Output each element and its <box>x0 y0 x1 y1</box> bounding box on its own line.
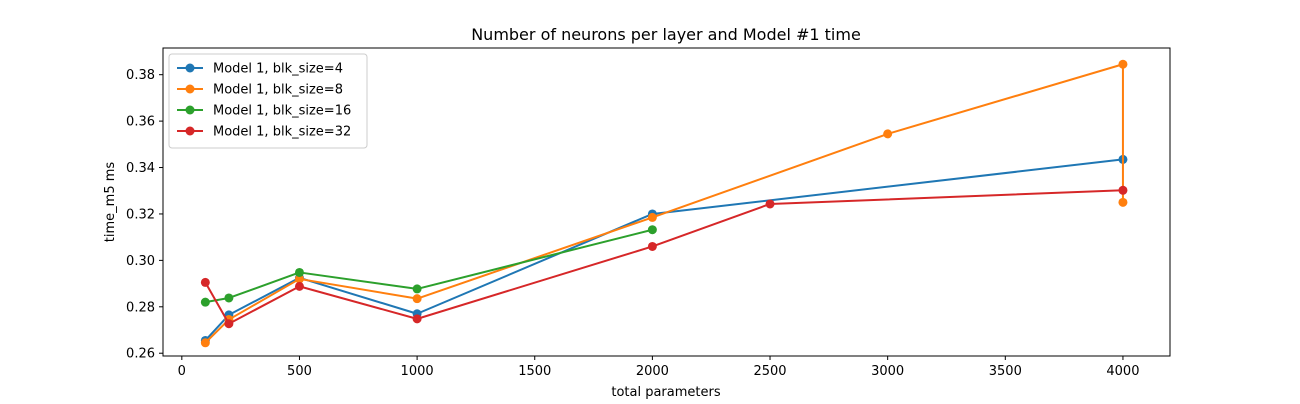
data-point-s3-2 <box>294 281 304 291</box>
x-tick-label: 1000 <box>401 364 434 379</box>
legend-label-2: Model 1, blk_size=16 <box>213 104 351 119</box>
data-point-s3-4 <box>647 241 657 251</box>
x-axis-label: total parameters <box>611 385 720 400</box>
data-point-s2-4 <box>647 225 657 235</box>
legend-label-1: Model 1, blk_size=8 <box>213 83 343 98</box>
data-point-s1-3 <box>412 294 422 304</box>
data-point-s2-3 <box>412 284 422 294</box>
axes-frame <box>162 47 1171 357</box>
series-line-1 <box>204 63 1124 344</box>
data-point-s3-6 <box>1118 185 1128 195</box>
y-tick-label: 0.38 <box>126 68 155 83</box>
x-tick-label: 500 <box>287 364 312 379</box>
x-tick-label: 3000 <box>871 364 904 379</box>
data-point-s2-0 <box>200 297 210 307</box>
x-tick-label: 2500 <box>753 364 786 379</box>
plot-area <box>200 59 1128 348</box>
data-point-s1-0 <box>200 338 210 348</box>
data-point-s1-5 <box>883 129 893 139</box>
x-tick-label: 4000 <box>1106 364 1139 379</box>
data-point-s3-1 <box>224 319 234 329</box>
chart-title: Number of neurons per layer and Model #1… <box>471 25 861 44</box>
legend-label-0: Model 1, blk_size=4 <box>213 62 343 77</box>
legend-marker-0 <box>185 63 195 73</box>
y-tick-label: 0.34 <box>126 161 155 176</box>
y-tick-label: 0.32 <box>126 207 155 222</box>
legend-marker-1 <box>185 84 195 94</box>
data-point-s1-7 <box>1118 197 1128 207</box>
x-tick-label: 1500 <box>518 364 551 379</box>
legend-marker-2 <box>185 105 195 115</box>
legend: Model 1, blk_size=4 Model 1, blk_size=8 Mo… <box>168 53 368 149</box>
data-point-s2-2 <box>294 267 304 277</box>
data-point-s2-1 <box>224 293 234 303</box>
x-tick-label: 3500 <box>989 364 1022 379</box>
legend-label-3: Model 1, blk_size=32 <box>213 125 351 140</box>
data-point-s1-2 <box>294 274 304 284</box>
y-tick-label: 0.30 <box>126 254 155 269</box>
data-point-s1-4 <box>647 212 657 222</box>
data-point-s1-6 <box>1118 59 1128 69</box>
axes: 0 500 1000 1500 2000 2500 3000 3500 4000 0.26 0.28… <box>126 47 1171 379</box>
legend-box <box>168 53 368 149</box>
y-tick-label: 0.26 <box>126 347 155 362</box>
y-tick-label: 0.36 <box>126 115 155 130</box>
y-tick-label: 0.28 <box>126 300 155 315</box>
data-point-s3-0 <box>200 277 210 287</box>
data-point-s3-3 <box>412 314 422 324</box>
x-tick-label: 2000 <box>636 364 669 379</box>
data-point-s3-5 <box>765 199 775 209</box>
y-axis-label: time_m5 ms <box>103 162 118 243</box>
legend-marker-3 <box>185 126 195 136</box>
x-tick-label: 0 <box>178 364 186 379</box>
